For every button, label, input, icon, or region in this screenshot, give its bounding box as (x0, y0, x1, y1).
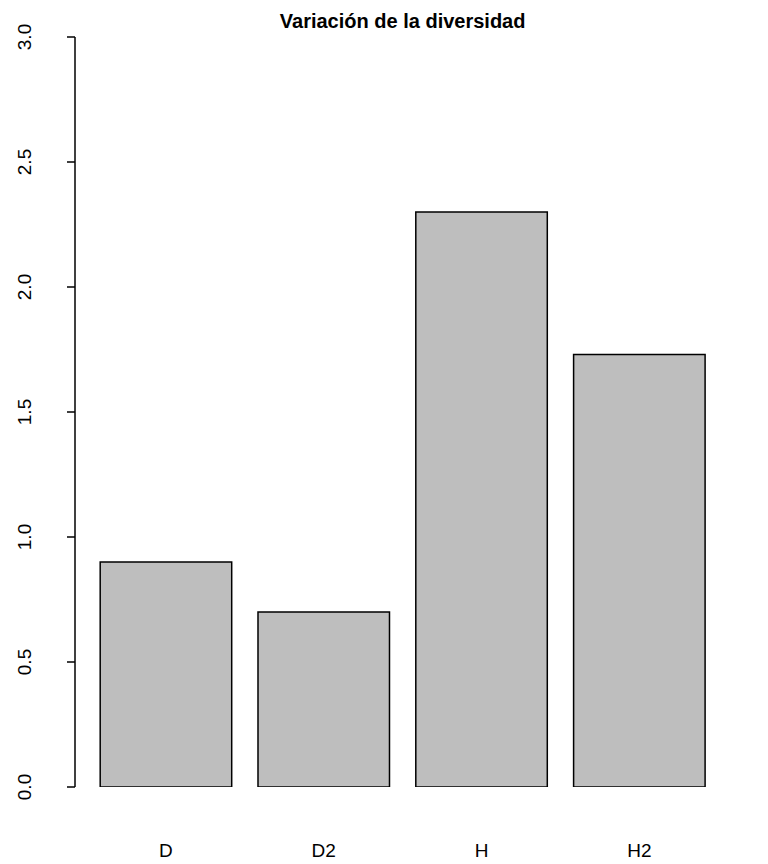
y-tick (67, 411, 75, 413)
y-tick-label: 2.0 (14, 274, 35, 300)
x-tick-label: D2 (312, 840, 336, 861)
x-tick-label: D (159, 840, 173, 861)
y-tick-label: 0.5 (14, 649, 35, 675)
y-tick-label: 3.0 (14, 24, 35, 50)
title: Variación de la diversidad (280, 10, 526, 32)
x-tick-label: H (475, 840, 489, 861)
chart: Variación de la diversidad D D2 H H2 0.0 0.5 1.… (0, 0, 768, 864)
y-tick-label: 1.5 (14, 399, 35, 425)
bars (100, 212, 705, 787)
chart-container: Variación de la diversidad D D2 H H2 0.0 0.5 1.… (0, 0, 768, 864)
y-tick (67, 286, 75, 288)
y-tick (67, 661, 75, 663)
y-tick (67, 161, 75, 163)
y-tick (67, 786, 75, 788)
y-tick-label: 2.5 (14, 149, 35, 175)
y-tick (67, 36, 75, 38)
bar (416, 212, 548, 787)
y-tick-label: 1.0 (14, 524, 35, 550)
bar (574, 355, 706, 788)
y-tick-label: 0.0 (14, 774, 35, 800)
y-tick (67, 536, 75, 538)
bar (100, 562, 232, 787)
x-tick-label: H2 (627, 840, 651, 861)
bar (258, 612, 390, 787)
